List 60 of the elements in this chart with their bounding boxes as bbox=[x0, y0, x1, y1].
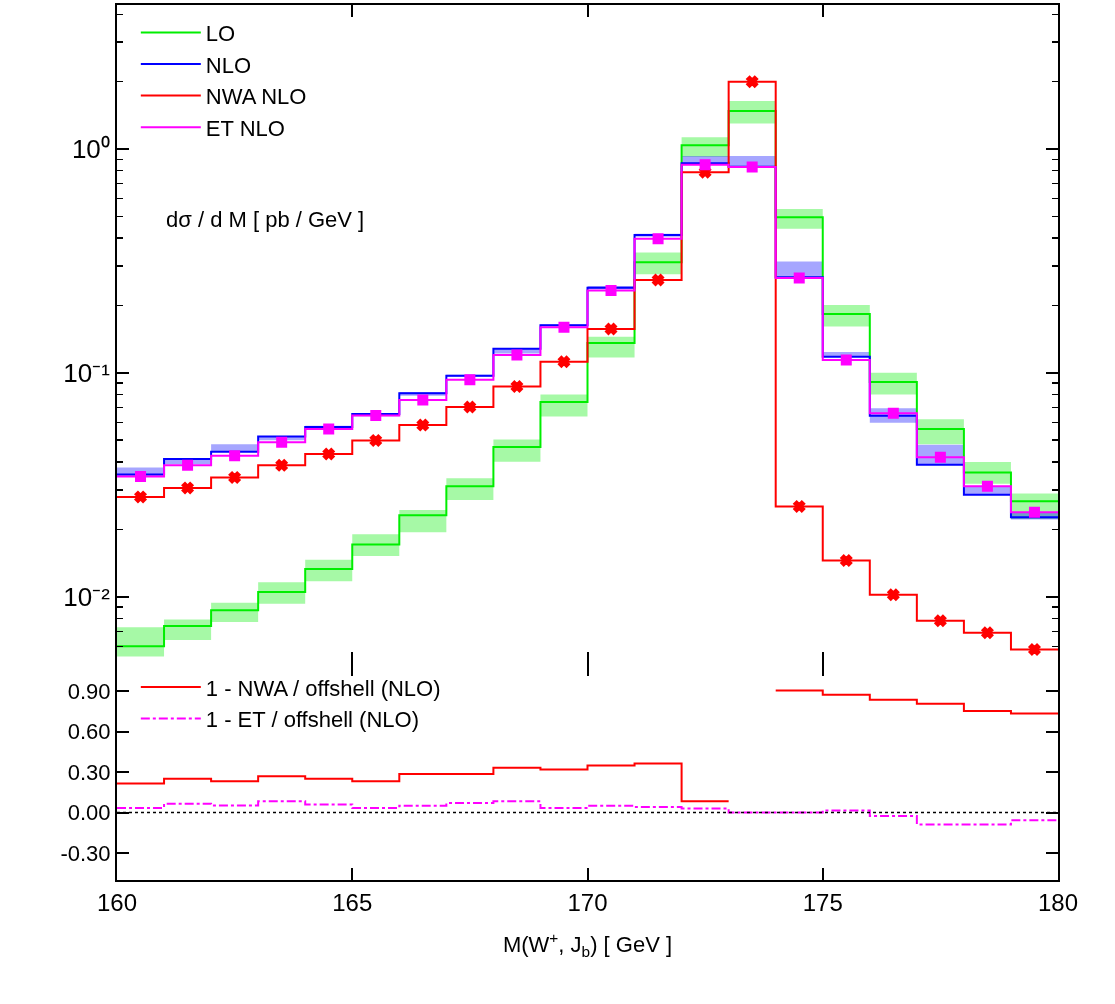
point bbox=[934, 614, 947, 627]
point bbox=[1028, 643, 1041, 656]
point bbox=[510, 380, 524, 393]
point bbox=[699, 159, 711, 171]
x-tick-label: 175 bbox=[802, 888, 843, 916]
point bbox=[558, 321, 570, 333]
point bbox=[464, 374, 476, 386]
point bbox=[1028, 506, 1040, 518]
x-tick-label: 170 bbox=[567, 888, 608, 916]
legend-label: LO bbox=[205, 20, 236, 46]
point bbox=[134, 490, 147, 503]
y-tick-label: 10⁰ bbox=[71, 134, 110, 165]
point bbox=[746, 161, 758, 173]
x-axis-title: M(W$^{+}$, J$_{b}$) [ GeV ] bbox=[502, 928, 673, 960]
point bbox=[182, 459, 194, 471]
point bbox=[275, 459, 288, 472]
point bbox=[322, 447, 335, 461]
point bbox=[416, 419, 429, 432]
point bbox=[181, 481, 194, 495]
point bbox=[652, 233, 664, 245]
point bbox=[135, 471, 147, 483]
y-axis-title: dσ / d M [ pb / GeV ] bbox=[166, 207, 365, 232]
point bbox=[840, 354, 852, 366]
y-tick-label: 0.90 bbox=[67, 678, 111, 704]
point bbox=[887, 407, 899, 419]
legend-label: NWA NLO bbox=[205, 84, 307, 110]
legend-label: NLO bbox=[205, 52, 252, 78]
point bbox=[793, 500, 806, 513]
point bbox=[511, 349, 523, 361]
y-tick-label: -0.30 bbox=[60, 840, 111, 866]
point bbox=[934, 451, 946, 463]
point bbox=[276, 436, 288, 448]
point bbox=[228, 471, 241, 484]
point bbox=[746, 75, 759, 88]
x-tick-label: 180 bbox=[1037, 888, 1079, 916]
point bbox=[370, 409, 382, 421]
point bbox=[793, 272, 805, 284]
point bbox=[981, 626, 994, 639]
point bbox=[463, 400, 476, 414]
point bbox=[557, 355, 571, 368]
point bbox=[604, 322, 618, 336]
point bbox=[323, 423, 335, 435]
point bbox=[229, 450, 241, 462]
legend-label: ET NLO bbox=[205, 115, 285, 141]
point bbox=[840, 554, 853, 567]
x-tick-label: 165 bbox=[332, 888, 373, 916]
point bbox=[651, 273, 665, 287]
point bbox=[417, 394, 429, 406]
y-tick-label: 0.00 bbox=[67, 800, 111, 826]
y-tick-label: 0.30 bbox=[67, 759, 111, 785]
legend-label: 1 - ET / offshell (NLO) bbox=[205, 707, 419, 733]
y-tick-label: 10⁻² bbox=[63, 581, 111, 612]
legend-label: 1 - NWA / offshell (NLO) bbox=[205, 675, 441, 701]
x-tick-label: 160 bbox=[96, 888, 138, 916]
point bbox=[981, 480, 993, 492]
y-tick-label: 10⁻¹ bbox=[63, 357, 111, 388]
point bbox=[605, 285, 617, 297]
point bbox=[887, 588, 900, 601]
y-tick-label: 0.60 bbox=[67, 719, 111, 745]
point bbox=[369, 434, 382, 447]
